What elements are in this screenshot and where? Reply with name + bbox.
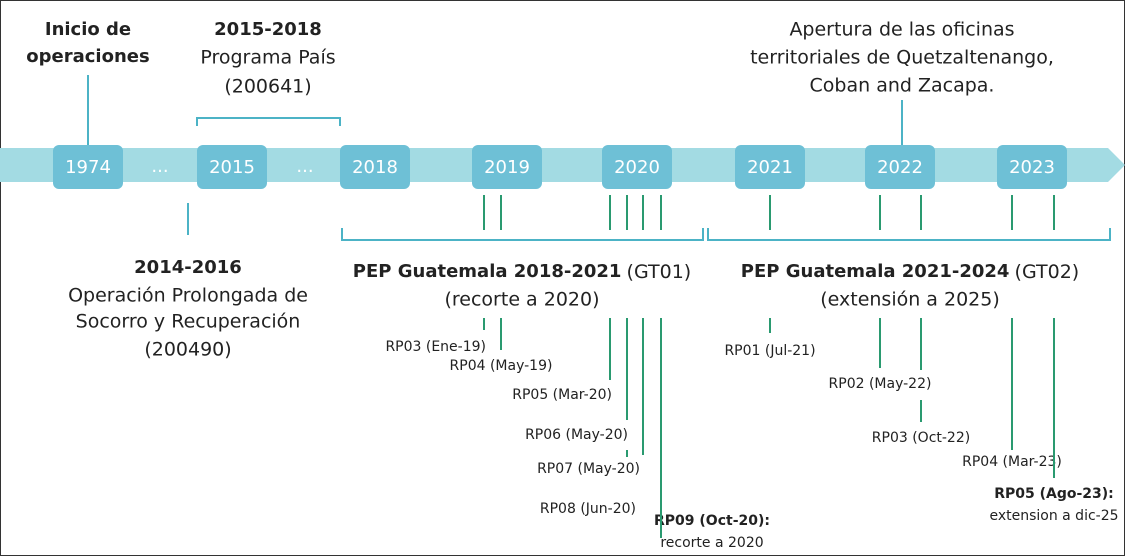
- label: territoriales de Quetzaltenango,: [750, 47, 1054, 69]
- year-box: [735, 145, 805, 189]
- revision-label: RP03 (Oct-22): [872, 430, 970, 446]
- revision-label: RP09 (Oct-20):: [654, 513, 770, 529]
- revision-label: RP05 (Mar-20): [512, 387, 612, 403]
- year-label: 2021: [747, 157, 793, 178]
- year-label: 2019: [484, 157, 530, 178]
- ellipsis: ...: [151, 156, 168, 177]
- program-title: PEP Guatemala 2018-2021 (GT01): [353, 261, 691, 283]
- revision-label: RP02 (May-22): [829, 376, 932, 392]
- year-label: 2023: [1009, 157, 1055, 178]
- year-box: [340, 145, 410, 189]
- year-label: 1974: [65, 157, 111, 178]
- program-code: (GT02): [1015, 261, 1080, 283]
- program-name: PEP Guatemala 2021-2024: [741, 261, 1010, 282]
- revision-label: RP03 (Ene-19): [385, 339, 486, 355]
- year-label: 2022: [877, 157, 923, 178]
- revision-label: RP01 (Jul-21): [724, 343, 815, 359]
- label: Inicio de: [45, 19, 131, 40]
- revision-label: RP06 (May-20): [525, 427, 628, 443]
- revision-label: RP04 (Mar-23): [962, 454, 1062, 470]
- year-box: [197, 145, 267, 189]
- program-code: (GT01): [627, 261, 692, 283]
- program-note: (extensión a 2025): [820, 289, 1000, 311]
- program-note: (recorte a 2020): [444, 289, 599, 311]
- revision-label: RP05 (Ago-23):: [994, 486, 1114, 502]
- year-box: [472, 145, 542, 189]
- year-box: [865, 145, 935, 189]
- year-box: [53, 145, 123, 189]
- year-label: 2018: [352, 157, 398, 178]
- label-heading: 2014-2016: [134, 257, 242, 278]
- label: (200641): [224, 76, 311, 98]
- years: 1974... 2015... 2018 2019 2020 2021 2022 2023: [53, 145, 1067, 189]
- program-title: PEP Guatemala 2021-2024 (GT02): [741, 261, 1079, 283]
- label: operaciones: [26, 46, 149, 67]
- bracket: [341, 228, 704, 241]
- revision-label: RP08 (Jun-20): [540, 501, 636, 517]
- label: Apertura de las oficinas: [789, 19, 1014, 41]
- year-box: [602, 145, 672, 189]
- label: Socorro y Recuperación: [76, 311, 301, 333]
- revisions: RP03 (Ene-19) RP04 (May-19) RP05 (Mar-20) R…: [385, 195, 1119, 551]
- revision-label: RP04 (May-19): [450, 358, 553, 374]
- label: Operación Prolongada de: [68, 285, 308, 307]
- program-name: PEP Guatemala 2018-2021: [353, 261, 622, 282]
- label: (200490): [144, 339, 231, 361]
- year-label: 2020: [614, 157, 660, 178]
- revision-note: extension a dic-25: [989, 508, 1118, 524]
- label: Coban and Zacapa.: [810, 75, 995, 97]
- ellipsis: ...: [296, 156, 313, 177]
- revision-label: RP07 (May-20): [537, 461, 640, 477]
- bracket: [707, 228, 1111, 241]
- year-label: 2015: [209, 157, 255, 178]
- label: Programa País: [200, 47, 335, 69]
- label-heading: 2015-2018: [214, 19, 322, 40]
- year-box: [997, 145, 1067, 189]
- revision-note: recorte a 2020: [660, 535, 763, 551]
- bracket: [196, 117, 341, 126]
- timeline-bar: [0, 148, 1125, 182]
